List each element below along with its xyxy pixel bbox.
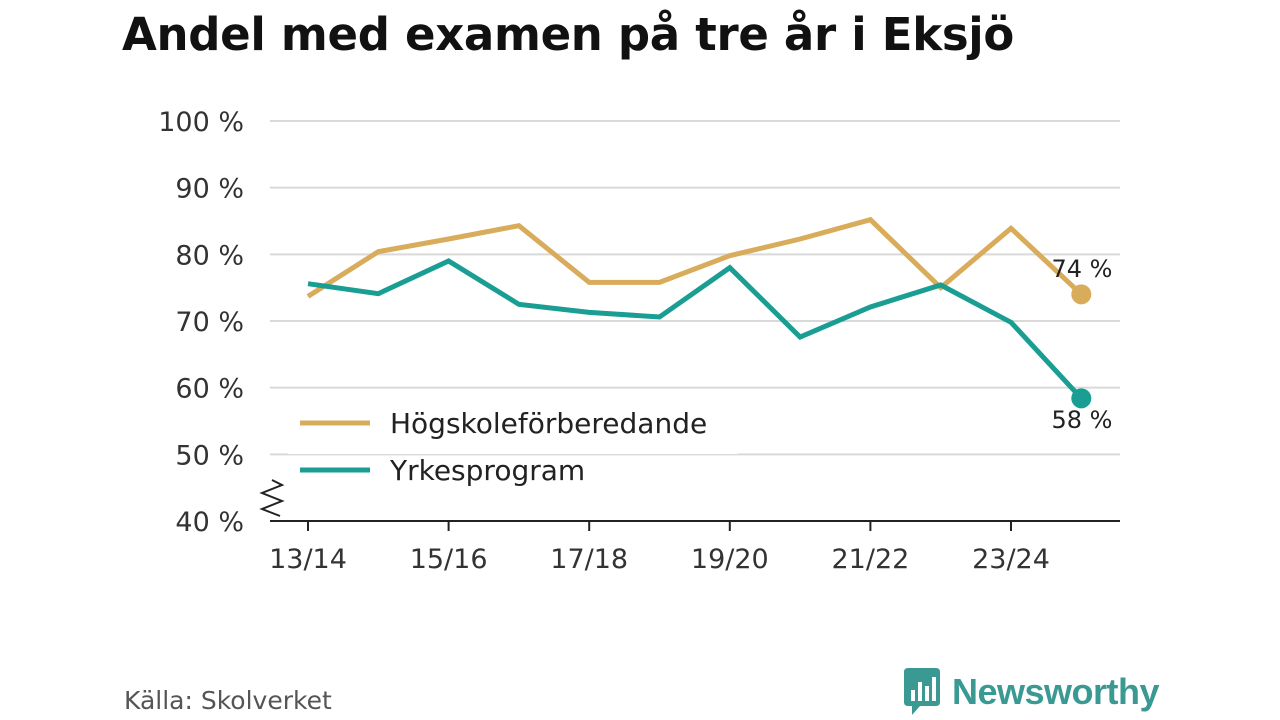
end-labels: 74 % 58 % [1052,255,1113,434]
y-tick-label: 70 % [175,307,244,338]
brand-name: Newsworthy [952,671,1160,712]
end-label-hogskoleforberedande: 74 % [1052,255,1113,283]
x-tick-label: 15/16 [410,544,488,575]
legend-label-yrkesprogram: Yrkesprogram [389,454,585,487]
y-tick-label: 50 % [175,440,244,471]
series-line-hogskoleforberedande [306,216,1084,299]
end-point-hogskoleforberedande [1071,284,1092,305]
chart-title: Andel med examen på tre år i Eksjö [122,8,1015,61]
gridlines [270,120,1120,456]
x-axis [270,520,1120,531]
y-tick-label: 90 % [175,174,244,205]
x-tick-label: 17/18 [550,544,628,575]
legend-background [288,398,738,454]
y-tick-label: 100 % [158,107,244,138]
x-axis-labels: 13/14 15/16 17/18 19/20 21/22 23/24 [269,544,1050,575]
y-tick-label: 80 % [175,240,244,271]
legend: Högskoleförberedande Yrkesprogram [288,398,738,487]
newsworthy-logo-icon [904,668,940,715]
y-tick-label: 40 % [175,507,244,538]
x-tick-label: 23/24 [972,544,1050,575]
axis-break-icon [259,479,285,517]
y-tick-label: 60 % [175,374,244,405]
end-point-yrkesprogram [1071,388,1092,409]
x-tick-label: 21/22 [831,544,909,575]
series-line-yrkesprogram [307,258,1084,401]
source-note: Källa: Skolverket [124,686,332,715]
x-tick-label: 19/20 [691,544,769,575]
end-label-yrkesprogram: 58 % [1052,406,1113,434]
legend-label-hogskoleforberedande: Högskoleförberedande [390,407,707,440]
x-tick-label: 13/14 [269,544,347,575]
series-lines [306,216,1092,409]
brand-logo: Newsworthy [902,668,1160,716]
y-axis-labels: 40 % 50 % 60 % 70 % 80 % 90 % 100 % [158,107,244,538]
